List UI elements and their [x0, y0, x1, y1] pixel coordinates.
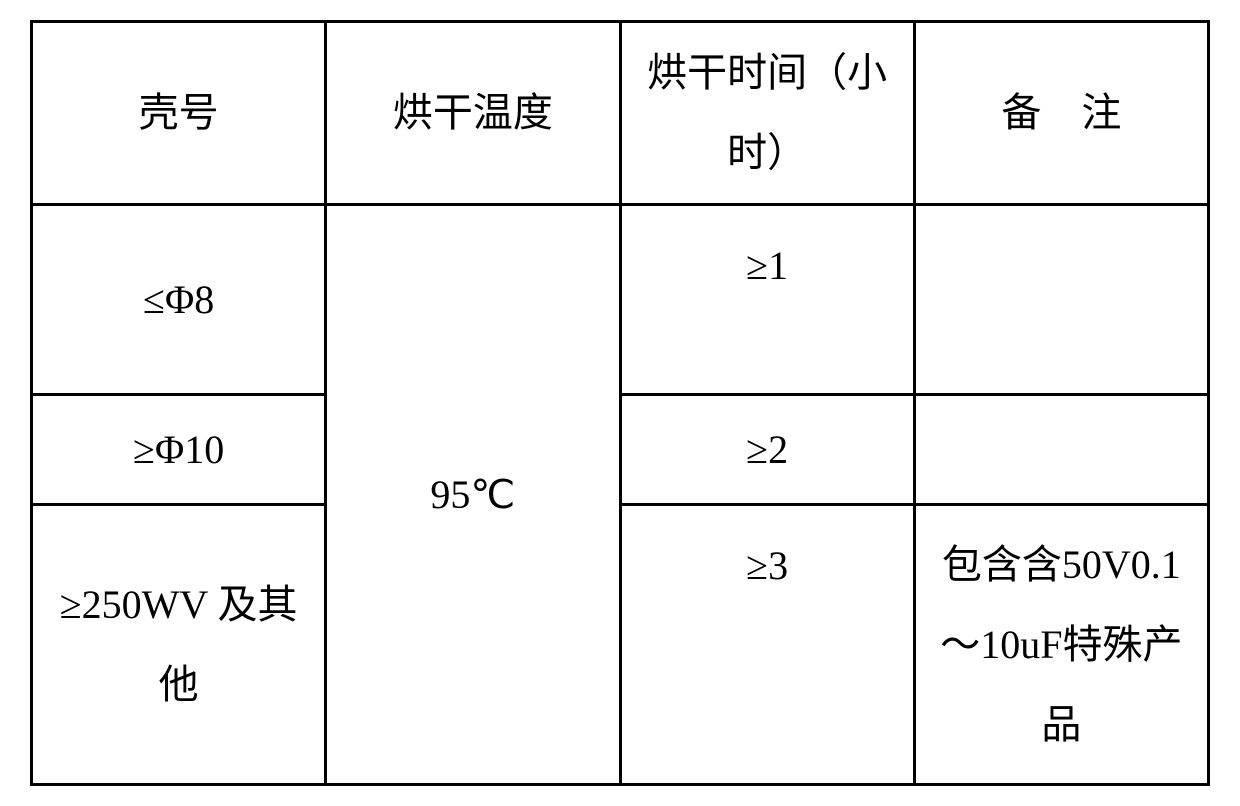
table-header-row: 壳号 烘干温度 烘干时间（小时） 备 注 — [32, 22, 1209, 205]
cell-time-1: ≥1 — [620, 205, 914, 395]
cell-shell-no-1: ≤Φ8 — [32, 205, 326, 395]
cell-shell-no-3: ≥250WV 及其他 — [32, 505, 326, 785]
header-temp: 烘干温度 — [326, 22, 620, 205]
cell-remark-1 — [914, 205, 1208, 395]
cell-remark-2 — [914, 395, 1208, 505]
cell-temp-merged: 95℃ — [326, 205, 620, 785]
cell-remark-3: 包含含50V0.1～10uF特殊产品 — [914, 505, 1208, 785]
cell-time-3: ≥3 — [620, 505, 914, 785]
header-time: 烘干时间（小时） — [620, 22, 914, 205]
cell-time-2: ≥2 — [620, 395, 914, 505]
table-row: ≤Φ8 95℃ ≥1 — [32, 205, 1209, 395]
table-row: ≥250WV 及其他 ≥3 包含含50V0.1～10uF特殊产品 — [32, 505, 1209, 785]
spec-table: 壳号 烘干温度 烘干时间（小时） 备 注 ≤Φ8 95℃ ≥1 ≥Φ10 ≥2 … — [30, 20, 1210, 786]
table-row: ≥Φ10 ≥2 — [32, 395, 1209, 505]
header-shell-no: 壳号 — [32, 22, 326, 205]
cell-shell-no-2: ≥Φ10 — [32, 395, 326, 505]
header-remark: 备 注 — [914, 22, 1208, 205]
